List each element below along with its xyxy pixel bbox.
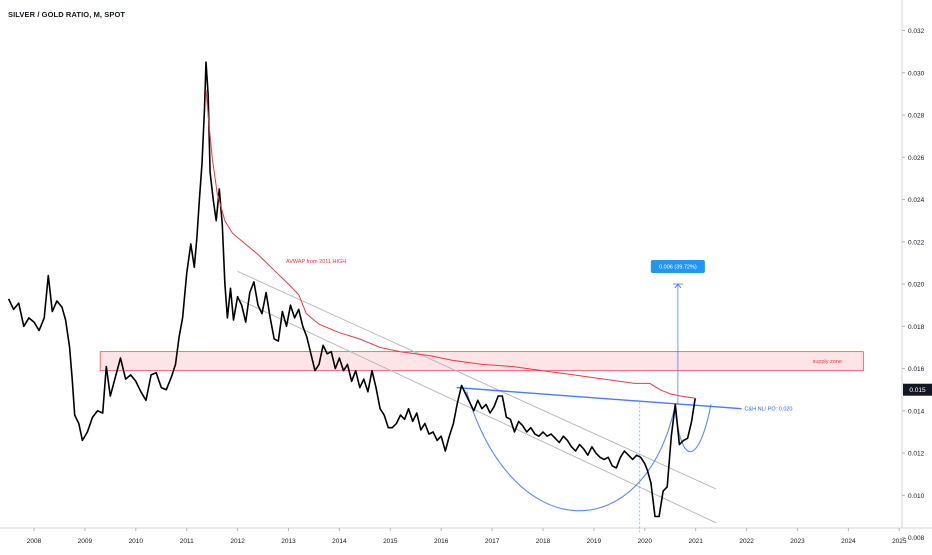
x-tick-label: 2014 [332, 538, 347, 545]
y-tick-label: 0.022 [908, 239, 925, 246]
supply-zone-rect [99, 351, 864, 372]
y-tick-label: 0.018 [908, 324, 925, 331]
channel-upper-line [237, 270, 717, 490]
neckline-label: C&H NL/ PO: 0.020 [745, 407, 793, 413]
x-tick-label: 2016 [434, 538, 449, 545]
y-tick-label: 0.028 [908, 113, 925, 120]
y-tick-label: 0.020 [908, 282, 925, 289]
y-tick-label: 0.030 [908, 70, 925, 77]
supply-zone-label: supply zone [813, 359, 842, 365]
cup-neckline [456, 386, 742, 410]
x-tick-label: 2015 [383, 538, 398, 545]
x-tick-label: 2009 [78, 538, 93, 545]
x-tick-label: 2021 [688, 538, 703, 545]
x-tick-label: 2017 [485, 538, 500, 545]
y-tick-label: 0.008 [908, 535, 925, 542]
chart-title: SILVER / GOLD RATIO, M, SPOT [8, 10, 126, 19]
x-tick-label: 2013 [281, 538, 296, 545]
measured-move-arrow [674, 283, 682, 289]
x-tick-label: 2019 [587, 538, 602, 545]
avwap-series-line [205, 89, 696, 399]
x-tick-label: 2011 [180, 538, 194, 545]
avwap-label: AVWAP from 2011 HIGH [286, 259, 346, 265]
price-series-line [7, 61, 696, 518]
x-tick-label: 2025 [892, 538, 907, 545]
y-tick-label: 0.032 [908, 28, 925, 35]
x-tick-label: 2022 [739, 538, 754, 545]
last-value-badge [903, 383, 932, 396]
y-tick-label: 0.024 [908, 197, 925, 204]
x-tick-label: 2010 [129, 538, 144, 545]
y-tick-label: 0.010 [908, 493, 925, 500]
cup-arc [466, 391, 676, 512]
measured-move-badge [650, 260, 705, 274]
y-tick-label: 0.026 [908, 155, 925, 162]
y-tick-label: 0.016 [908, 366, 925, 373]
x-tick-label: 2020 [638, 538, 653, 545]
y-tick-label: 0.014 [908, 408, 925, 415]
measured-move-label: 0.006 (39.72%) [659, 265, 697, 271]
last-value-label: 0.015 [909, 387, 926, 394]
x-tick-label: 2018 [536, 538, 551, 545]
x-tick-label: 2023 [790, 538, 805, 545]
x-tick-label: 2024 [841, 538, 856, 545]
channel-lower-line [237, 298, 717, 524]
x-tick-label: 2012 [230, 538, 245, 545]
y-tick-label: 0.012 [908, 451, 925, 458]
x-tick-label: 2008 [27, 538, 42, 545]
